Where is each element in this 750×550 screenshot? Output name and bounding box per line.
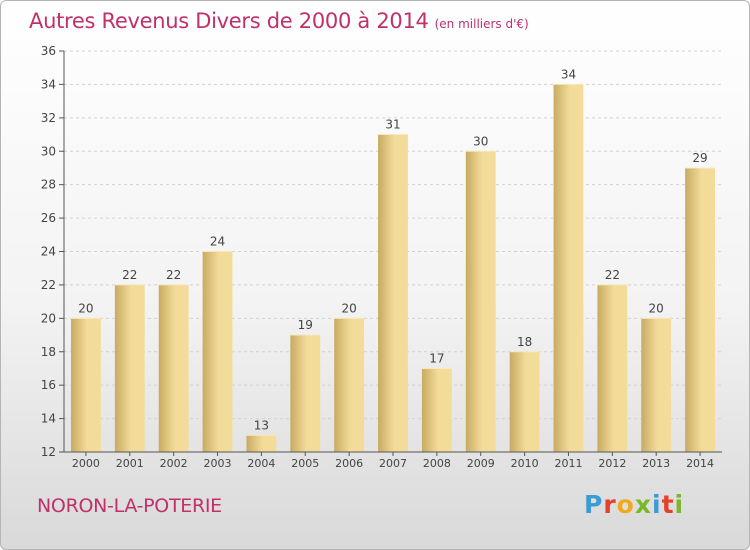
x-tick-label: 2009	[467, 457, 495, 470]
bar	[114, 284, 145, 452]
proxiti-logo: Proxiti	[584, 490, 684, 519]
x-tick-label: 2012	[598, 457, 626, 470]
data-label: 34	[561, 67, 576, 81]
x-tick-label: 2003	[204, 457, 232, 470]
data-label: 29	[692, 151, 707, 165]
bar	[334, 318, 365, 452]
bar	[246, 435, 277, 452]
data-label: 31	[385, 118, 400, 132]
x-tick-label: 2002	[160, 457, 188, 470]
x-tick-label: 2004	[247, 457, 275, 470]
data-label: 22	[166, 268, 181, 282]
chart-title: Autres Revenus Divers de 2000 à 2014	[29, 9, 429, 33]
chart-unit: (en milliers d'€)	[434, 17, 529, 31]
y-tick-label: 30	[41, 144, 56, 158]
bar	[202, 251, 233, 452]
y-tick-label: 14	[41, 412, 56, 426]
logo-letter: r	[603, 490, 617, 519]
data-label: 30	[473, 134, 488, 148]
x-tick-label: 2010	[511, 457, 539, 470]
logo-letter: i	[674, 490, 685, 519]
data-label: 20	[341, 301, 356, 315]
data-label: 20	[78, 301, 93, 315]
bar	[685, 167, 715, 453]
y-tick-label: 12	[41, 445, 56, 459]
logo-letter: o	[616, 490, 635, 519]
x-tick-label: 2008	[423, 457, 451, 470]
x-tick-label: 2001	[116, 457, 144, 470]
data-label: 17	[429, 351, 444, 365]
x-tick-label: 2014	[686, 457, 714, 470]
bar	[509, 351, 540, 452]
data-label: 22	[605, 268, 620, 282]
x-tick-label: 2007	[379, 457, 407, 470]
axes: 12 14 16 18 20 22 24 26 28 30 32 34 36 2000 2001 2002 20…	[41, 44, 722, 470]
y-tick-label: 32	[41, 111, 56, 125]
logo-letter: i	[652, 490, 662, 519]
logo-letter: P	[584, 490, 604, 519]
y-tick-label: 16	[41, 378, 56, 392]
bar	[597, 284, 628, 452]
bar	[465, 151, 496, 452]
title-row: Autres Revenus Divers de 2000 à 2014 (en …	[29, 9, 529, 33]
y-tick-label: 34	[41, 77, 56, 91]
data-labels: 20 22 22 24 13 19 20 31 17 30 18 34 22 20 29	[78, 67, 707, 432]
logo-letter: t	[661, 490, 675, 519]
logo-letter: x	[634, 490, 652, 519]
bars	[71, 83, 715, 453]
bar	[378, 134, 408, 452]
y-tick-label: 24	[41, 245, 56, 259]
bar	[290, 335, 321, 452]
data-label: 13	[254, 418, 269, 432]
data-label: 24	[210, 235, 225, 249]
bar	[553, 84, 584, 453]
y-tick-label: 26	[41, 211, 56, 225]
bar	[71, 318, 101, 452]
y-tick-label: 18	[41, 345, 56, 359]
data-label: 19	[298, 318, 313, 332]
y-tick-label: 22	[41, 278, 56, 292]
data-label: 22	[122, 268, 137, 282]
data-label: 20	[649, 301, 664, 315]
commune-name: NORON-LA-POTERIE	[37, 495, 222, 517]
x-tick-label: 2000	[72, 457, 100, 470]
bar	[641, 318, 672, 452]
x-tick-label: 2013	[642, 457, 670, 470]
y-tick-label: 28	[41, 178, 56, 192]
x-tick-label: 2006	[335, 457, 363, 470]
x-tick-label: 2011	[554, 457, 582, 470]
data-label: 18	[517, 335, 532, 349]
x-tick-label: 2005	[291, 457, 319, 470]
y-tick-label: 20	[41, 311, 56, 325]
bar	[421, 368, 452, 452]
y-tick-label: 36	[41, 44, 56, 58]
bar	[158, 284, 189, 452]
